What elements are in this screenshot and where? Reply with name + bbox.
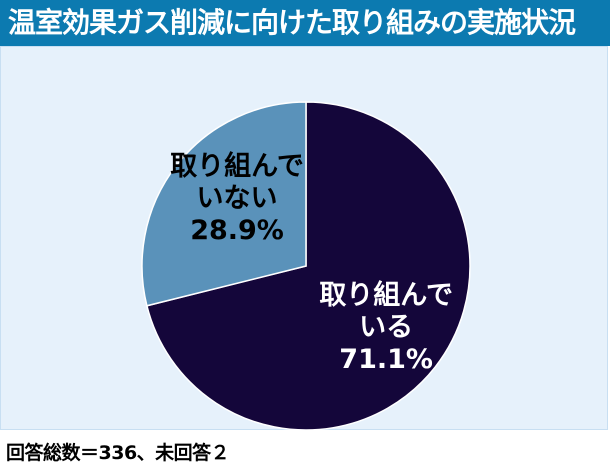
slice-value-label-2: 28.9% xyxy=(190,215,284,246)
chart-title: 温室効果ガス削減に向けた取り組みの実施状況 xyxy=(8,6,576,39)
slice-value-label-1: 71.1% xyxy=(339,344,433,375)
slice-category-label-1: いる xyxy=(359,312,413,343)
pie-slice-1 xyxy=(145,101,471,430)
title-bar: 温室効果ガス削減に向けた取り組みの実施状況 xyxy=(0,0,610,46)
slice-category-label-1: 取り組んで xyxy=(319,279,453,311)
respondent-note: 回答総数＝336、未回答２ xyxy=(6,442,230,464)
slice-category-label-2: いない xyxy=(197,183,278,214)
pie-slices xyxy=(141,101,471,430)
pie-slice-2 xyxy=(141,101,307,307)
slice-category-label-2: 取り組んで xyxy=(170,150,304,182)
